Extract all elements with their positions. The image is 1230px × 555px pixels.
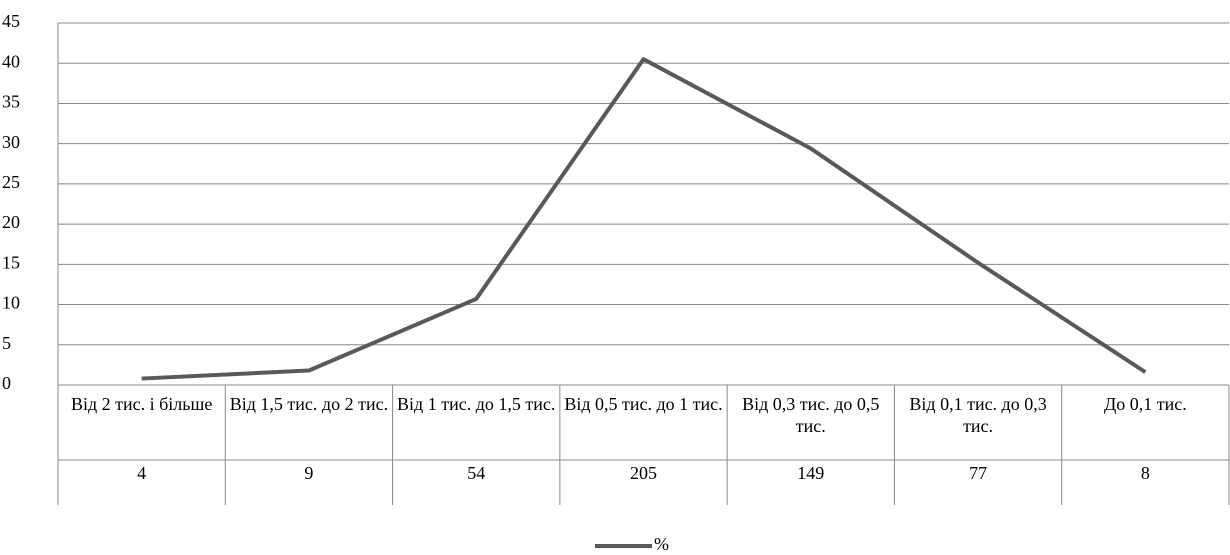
y-tick-label: 10	[2, 293, 20, 313]
y-tick-label: 25	[2, 172, 20, 192]
category-count: 205	[629, 463, 657, 483]
y-tick-label: 15	[2, 252, 20, 272]
category-count: 54	[467, 463, 486, 483]
x-tick-label: Від 0,5 тис. до 1 тис.	[564, 394, 723, 414]
x-tick-label: Від 1,5 тис. до 2 тис.	[229, 394, 389, 414]
x-tick-label: До 0,1 тис.	[1103, 394, 1187, 414]
y-tick-label: 45	[2, 11, 20, 31]
x-tick-label: Від 2 тис. і більше	[70, 394, 213, 414]
line-series	[141, 57, 1147, 381]
category-count: 8	[1140, 463, 1150, 483]
legend-label: %	[654, 534, 669, 554]
x-tick-label: Від 0,1 тис. до 0,3 тис.	[909, 394, 1047, 436]
y-tick-label: 40	[2, 51, 20, 71]
y-tick-label: 20	[2, 212, 20, 232]
y-tick-label: 30	[2, 132, 20, 152]
category-count: 9	[304, 463, 314, 483]
y-tick-label: 5	[2, 333, 11, 353]
category-count: 4	[137, 463, 147, 483]
x-tick-label: Від 0,3 тис. до 0,5 тис.	[742, 394, 880, 436]
x-tick-label: Від 1 тис. до 1,5 тис.	[397, 394, 556, 414]
y-tick-label: 35	[2, 92, 20, 112]
category-count: 149	[797, 463, 825, 483]
category-count: 77	[969, 463, 988, 483]
y-tick-label: 0	[2, 373, 11, 393]
